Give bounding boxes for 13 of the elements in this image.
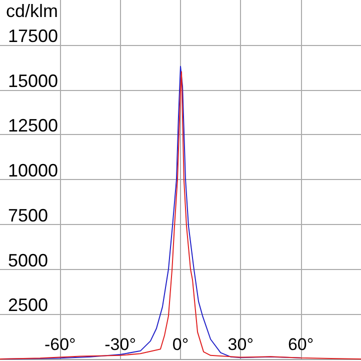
x-tick-label: 60°	[288, 335, 314, 354]
y-tick-label: 12500	[8, 116, 58, 136]
y-tick-label: 7500	[8, 205, 48, 226]
x-tick-label: 0°	[172, 335, 189, 354]
y-tick-label: 2500	[8, 295, 48, 316]
y-tick-label: 5000	[8, 250, 48, 270]
y-tick-label: 10000	[8, 160, 58, 180]
x-tick-label: -30°	[104, 335, 136, 354]
x-tick-label: 30°	[228, 335, 254, 354]
y-axis-title: cd/klm	[6, 1, 58, 21]
x-tick-label: -60°	[44, 335, 76, 354]
y-tick-label: 17500	[8, 26, 58, 46]
y-tick-label: 15000	[8, 70, 58, 91]
